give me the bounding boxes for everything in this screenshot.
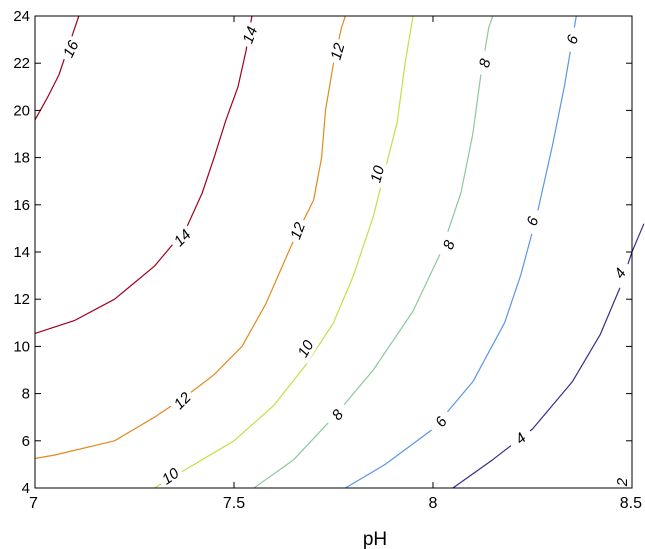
contour-label-8: 8 bbox=[436, 230, 462, 260]
contour-label-10: 10 bbox=[365, 160, 390, 189]
contour-line-4 bbox=[452, 223, 645, 489]
y-tick-label: 18 bbox=[13, 150, 30, 167]
contour-label-12: 12 bbox=[325, 37, 350, 66]
contour-labels: 16 14 14 12 12 12 10 10 10 8 8 8 6 6 6 4 4 2 bbox=[57, 20, 635, 495]
y-tick-label: 4 bbox=[22, 480, 30, 497]
contour-label-text: 2 bbox=[614, 477, 631, 487]
contour-label-6: 6 bbox=[519, 206, 546, 236]
y-tick-label: 14 bbox=[13, 244, 30, 261]
y-tick-label: 20 bbox=[13, 102, 30, 119]
contour-line-10 bbox=[154, 15, 414, 489]
contour-line-6 bbox=[345, 15, 577, 489]
contour-label-4: 4 bbox=[505, 423, 536, 454]
y-tick-label: 8 bbox=[22, 386, 30, 403]
contour-label-10: 10 bbox=[155, 461, 186, 491]
contour-label-text: 16 bbox=[60, 37, 83, 60]
contour-line-16 bbox=[34, 15, 80, 121]
contour-label-4: 4 bbox=[605, 258, 635, 289]
contour-line-14 bbox=[34, 15, 253, 334]
y-tick-label: 10 bbox=[13, 338, 30, 355]
contour-label-text: 10 bbox=[294, 337, 317, 361]
y-tick-label: 12 bbox=[13, 291, 30, 308]
contour-label-text: 12 bbox=[287, 220, 309, 242]
x-tick-label: 8 bbox=[429, 495, 438, 512]
contour-label-12: 12 bbox=[285, 216, 311, 246]
contour-label-text: 14 bbox=[240, 24, 262, 45]
contour-label-8: 8 bbox=[472, 49, 497, 78]
y-tick-label: 24 bbox=[13, 8, 30, 25]
y-tick-label: 22 bbox=[13, 55, 30, 72]
contour-label-14: 14 bbox=[167, 222, 198, 253]
contour-label-6: 6 bbox=[426, 406, 456, 437]
contour-label-6: 6 bbox=[559, 25, 585, 54]
contour-lines bbox=[34, 15, 645, 489]
y-tick-label: 6 bbox=[22, 433, 30, 450]
x-tick-label: 7.5 bbox=[223, 495, 245, 512]
x-axis-label: pH bbox=[363, 529, 387, 549]
contour-label-16: 16 bbox=[57, 34, 85, 64]
y-tick-label: 16 bbox=[13, 197, 30, 214]
contour-label-10: 10 bbox=[291, 333, 320, 364]
contour-label-14: 14 bbox=[237, 20, 263, 50]
contour-label-text: 12 bbox=[328, 41, 349, 62]
contour-label-2: 2 bbox=[613, 470, 631, 495]
x-tick-label: 7 bbox=[29, 495, 38, 512]
contour-label-8: 8 bbox=[322, 399, 353, 430]
x-tick-label: 8.5 bbox=[620, 495, 642, 512]
contour-label-text: 10 bbox=[367, 163, 388, 184]
contour-label-12: 12 bbox=[167, 385, 198, 416]
contour-line-12 bbox=[34, 15, 346, 460]
